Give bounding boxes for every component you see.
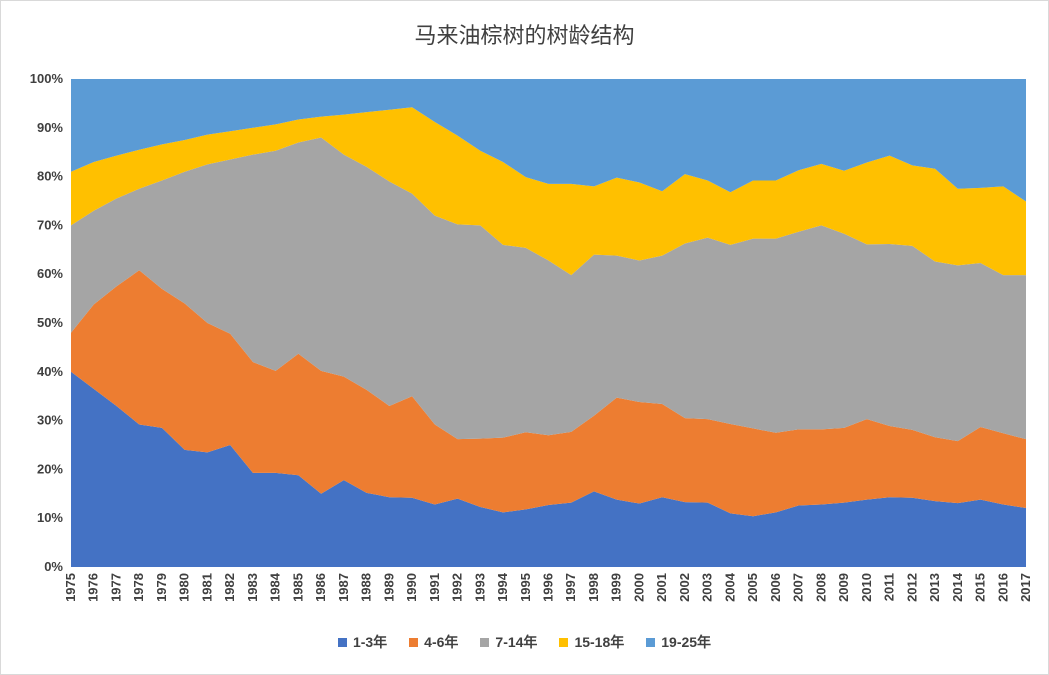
y-tick-label: 70% <box>37 217 63 232</box>
x-tick-label: 1998 <box>586 573 601 602</box>
y-tick-label: 100% <box>30 71 64 86</box>
legend-label: 7-14年 <box>495 634 538 650</box>
area-series-5 <box>71 79 1026 202</box>
x-tick-label: 1993 <box>472 573 487 602</box>
x-tick-label: 2010 <box>859 573 874 602</box>
x-tick-label: 1975 <box>63 573 78 602</box>
y-axis: 0% 10% 20% 30% 40% 50% 60% 70% 80% 90% 100% <box>30 71 64 574</box>
y-tick-label: 20% <box>37 461 63 476</box>
x-tick-label: 1978 <box>131 573 146 602</box>
area-series-1 <box>71 371 1026 567</box>
x-tick-label: 1979 <box>154 573 169 602</box>
x-tick-label: 2016 <box>995 573 1010 602</box>
x-tick-label: 1981 <box>199 573 214 602</box>
y-tick-label: 50% <box>37 315 63 330</box>
x-tick-label: 1980 <box>177 573 192 602</box>
legend-label: 19-25年 <box>661 634 712 650</box>
x-tick-label: 1985 <box>290 573 305 602</box>
legend-label: 1-3年 <box>352 634 388 650</box>
x-tick-label: 2012 <box>904 573 919 602</box>
x-tick-label: 2015 <box>973 573 988 602</box>
x-tick-label: 1977 <box>108 573 123 602</box>
area-series-4 <box>71 107 1026 276</box>
x-tick-label: 1994 <box>495 572 510 602</box>
area-series-group <box>71 79 1026 567</box>
area-series-2 <box>71 270 1026 517</box>
x-tick-label: 1992 <box>450 573 465 602</box>
x-tick-label: 2003 <box>700 573 715 602</box>
legend-item: 1-3年 <box>337 632 388 652</box>
legend-item: 4-6年 <box>409 632 458 652</box>
x-tick-label: 2009 <box>836 573 851 602</box>
legend-swatch <box>337 637 347 647</box>
x-tick-label: 2013 <box>927 573 942 602</box>
x-tick-label: 2011 <box>882 573 897 601</box>
y-tick-label: 0% <box>44 559 63 574</box>
y-tick-label: 80% <box>37 169 63 184</box>
x-tick-label: 1984 <box>268 572 283 602</box>
x-tick-label: 1982 <box>222 573 237 602</box>
x-tick-label: 2008 <box>813 573 828 602</box>
x-tick-label: 1995 <box>518 573 533 602</box>
x-tick-label: 2000 <box>631 573 646 602</box>
x-tick-label: 1990 <box>404 573 419 602</box>
area-series-3 <box>71 137 1026 442</box>
x-tick-label: 1999 <box>609 573 624 602</box>
x-tick-label: 2004 <box>722 572 737 602</box>
x-tick-label: 1997 <box>563 573 578 602</box>
x-tick-label: 2002 <box>677 573 692 602</box>
x-tick-label: 2007 <box>791 573 806 602</box>
legend-item: 15-18年 <box>559 632 624 652</box>
y-tick-label: 40% <box>37 364 63 379</box>
legend-swatch <box>559 637 569 647</box>
legend-item: 7-14年 <box>480 632 537 652</box>
x-tick-label: 1991 <box>427 573 442 602</box>
chart-title: 马来油棕树的树龄结构 <box>414 24 635 49</box>
x-axis: 1975 1976 1977 1978 1979 1980 1981 1982 1983 1984… <box>63 572 1033 602</box>
x-tick-label: 1988 <box>359 573 374 602</box>
legend-label: 4-6年 <box>424 634 459 650</box>
y-tick-label: 10% <box>37 510 63 525</box>
y-tick-label: 90% <box>37 120 63 135</box>
y-tick-label: 30% <box>37 413 63 428</box>
x-tick-label: 2014 <box>950 572 965 602</box>
legend-swatch <box>409 637 419 647</box>
x-tick-label: 1983 <box>245 573 260 602</box>
x-tick-label: 1986 <box>313 573 328 602</box>
x-tick-label: 1989 <box>381 573 396 602</box>
x-tick-label: 2001 <box>654 573 669 602</box>
x-tick-label: 2017 <box>1018 573 1033 602</box>
legend: 1-3年 4-6年 7-14年 15-18年 19-25年 <box>0 632 1049 652</box>
y-tick-label: 60% <box>37 266 63 281</box>
legend-swatch <box>646 637 656 647</box>
x-tick-label: 2006 <box>768 573 783 602</box>
legend-swatch <box>480 637 490 647</box>
x-tick-label: 1976 <box>86 573 101 602</box>
legend-label: 15-18年 <box>574 634 625 650</box>
x-tick-label: 1987 <box>336 573 351 602</box>
x-tick-label: 2005 <box>745 573 760 602</box>
x-tick-label: 1996 <box>541 573 556 602</box>
legend-item: 19-25年 <box>646 632 711 652</box>
